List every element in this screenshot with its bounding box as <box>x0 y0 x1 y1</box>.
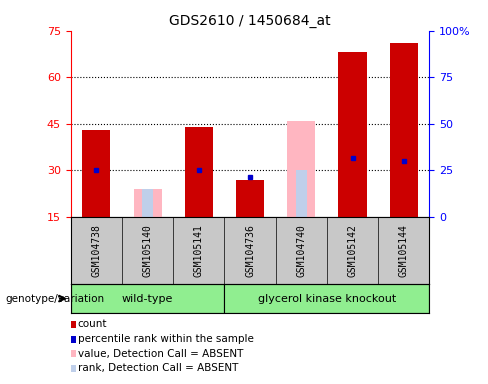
Bar <box>134 189 162 217</box>
Bar <box>236 180 264 217</box>
Text: GSM105144: GSM105144 <box>399 223 409 276</box>
Text: GSM104740: GSM104740 <box>296 223 306 276</box>
Bar <box>71 284 224 313</box>
Text: value, Detection Call = ABSENT: value, Detection Call = ABSENT <box>78 349 243 359</box>
Bar <box>185 127 213 217</box>
Bar <box>224 284 429 313</box>
Bar <box>142 189 153 217</box>
Bar <box>296 170 307 217</box>
Text: GSM104738: GSM104738 <box>91 223 102 276</box>
Text: rank, Detection Call = ABSENT: rank, Detection Call = ABSENT <box>78 363 238 373</box>
Text: percentile rank within the sample: percentile rank within the sample <box>78 334 254 344</box>
Bar <box>339 53 366 217</box>
Text: GSM105142: GSM105142 <box>347 223 358 276</box>
Text: glycerol kinase knockout: glycerol kinase knockout <box>258 293 396 304</box>
Bar <box>287 121 315 217</box>
Text: GSM105141: GSM105141 <box>194 223 204 276</box>
Text: genotype/variation: genotype/variation <box>5 293 104 304</box>
Bar <box>390 43 418 217</box>
Text: wild-type: wild-type <box>122 293 173 304</box>
Bar <box>82 130 110 217</box>
Text: GSM105140: GSM105140 <box>142 223 153 276</box>
Text: GSM104736: GSM104736 <box>245 223 255 276</box>
Text: count: count <box>78 319 107 329</box>
Title: GDS2610 / 1450684_at: GDS2610 / 1450684_at <box>169 14 331 28</box>
